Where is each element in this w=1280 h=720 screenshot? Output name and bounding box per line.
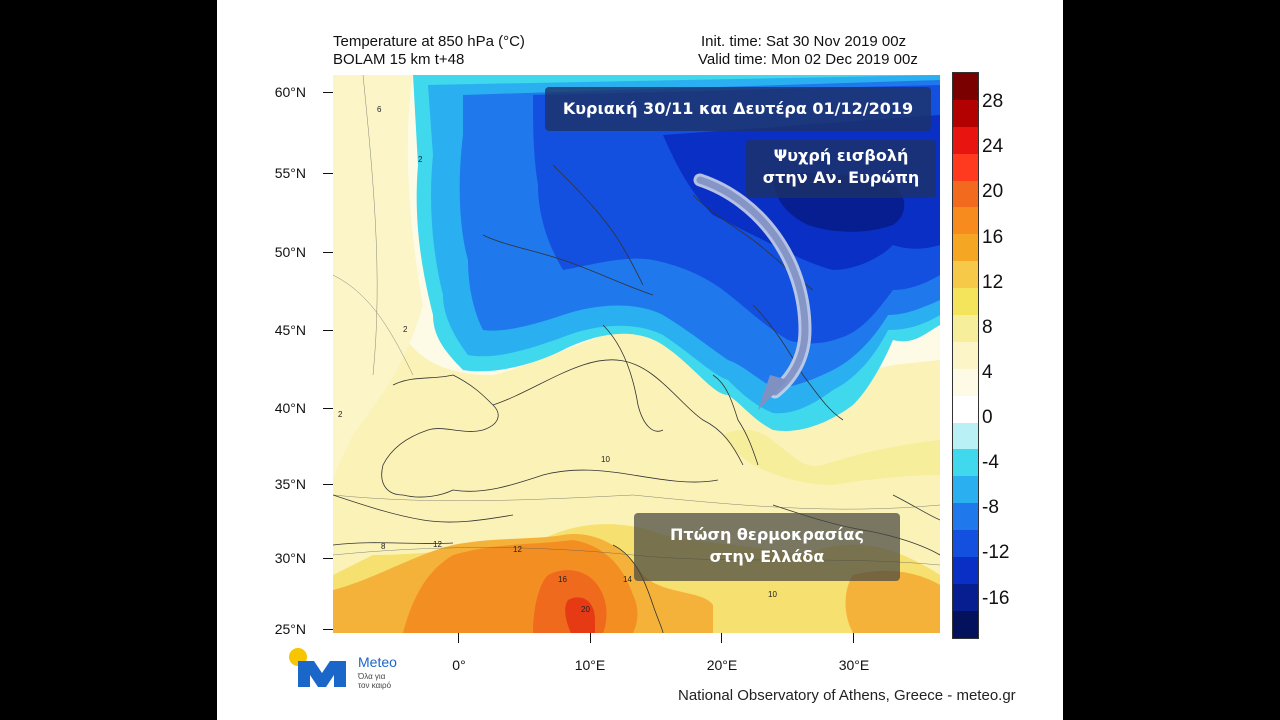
temperature-drop-line2: στην Ελλάδα — [709, 547, 825, 566]
map-title: Temperature at 850 hPa (°C) — [333, 33, 525, 50]
colorbar-segment — [953, 261, 978, 289]
colorbar-label: 12 — [982, 272, 1004, 293]
meteo-logo-tagline: Όλα για τον καιρό — [358, 672, 391, 690]
footer-credit: National Observatory of Athens, Greece -… — [678, 687, 1016, 704]
colorbar-label: -8 — [982, 497, 999, 518]
colorbar-label: 24 — [982, 136, 1004, 157]
colorbar-segment — [953, 99, 978, 127]
colorbar-label: 4 — [982, 362, 993, 383]
colorbar — [952, 72, 979, 639]
colorbar-label: 20 — [982, 181, 1004, 202]
cold-invasion-annotation: Ψυχρή εισβολή στην Αν. Ευρώπη — [746, 140, 936, 198]
colorbar-label: -12 — [982, 542, 1010, 563]
cold-invasion-line2: στην Αν. Ευρώπη — [762, 168, 920, 187]
colorbar-segment — [953, 449, 978, 477]
lon-label: 30°E — [838, 657, 870, 673]
colorbar-segment — [953, 153, 978, 181]
date-annotation: Κυριακή 30/11 και Δευτέρα 01/12/2019 — [545, 87, 931, 131]
colorbar-segment — [953, 234, 978, 262]
colorbar-segment — [953, 395, 978, 423]
lat-label: 45°N — [274, 322, 306, 338]
temperature-drop-annotation: Πτώση θερμοκρασίας στην Ελλάδα — [634, 513, 900, 581]
colorbar-segment — [953, 583, 978, 611]
tagline-line1: Όλα για — [358, 672, 386, 681]
lat-label: 40°N — [274, 400, 306, 416]
meteo-logo-name: Meteo — [358, 654, 397, 670]
lat-label: 35°N — [274, 476, 306, 492]
colorbar-label: 0 — [982, 407, 993, 428]
colorbar-segment — [953, 73, 978, 100]
colorbar-label: -16 — [982, 588, 1010, 609]
model-subtitle: BOLAM 15 km t+48 — [333, 51, 465, 68]
init-time: Init. time: Sat 30 Nov 2019 00z — [701, 33, 907, 50]
lat-label: 50°N — [274, 244, 306, 260]
lat-label: 30°N — [274, 550, 306, 566]
lon-label: 0° — [452, 657, 466, 673]
lon-label: 20°E — [706, 657, 738, 673]
cold-air-arrow-icon — [693, 173, 812, 410]
lon-label: 10°E — [574, 657, 606, 673]
meteo-logo: Meteo Όλα για τον καιρό — [288, 645, 428, 695]
colorbar-segment — [953, 368, 978, 396]
colorbar-label: 8 — [982, 317, 993, 338]
colorbar-segment — [953, 180, 978, 208]
colorbar-segment — [953, 476, 978, 504]
colorbar-segment — [953, 207, 978, 235]
colorbar-segment — [953, 503, 978, 531]
valid-time: Valid time: Mon 02 Dec 2019 00z — [698, 51, 918, 68]
colorbar-segment — [953, 422, 978, 450]
colorbar-segment — [953, 315, 978, 342]
cold-invasion-line1: Ψυχρή εισβολή — [773, 146, 909, 165]
colorbar-segment — [953, 610, 978, 638]
colorbar-segment — [953, 126, 978, 154]
meteo-logo-icon — [289, 648, 346, 687]
lat-label: 60°N — [274, 84, 306, 100]
tagline-line2: τον καιρό — [358, 681, 392, 690]
colorbar-segment — [953, 341, 978, 369]
lat-label: 25°N — [274, 621, 306, 637]
colorbar-label: 16 — [982, 227, 1004, 248]
lat-label: 55°N — [274, 165, 306, 181]
colorbar-segment — [953, 557, 978, 584]
colorbar-segment — [953, 530, 978, 558]
colorbar-segment — [953, 288, 978, 316]
temperature-drop-line1: Πτώση θερμοκρασίας — [669, 525, 865, 544]
colorbar-label: 28 — [982, 91, 1004, 112]
colorbar-label: -4 — [982, 452, 999, 473]
